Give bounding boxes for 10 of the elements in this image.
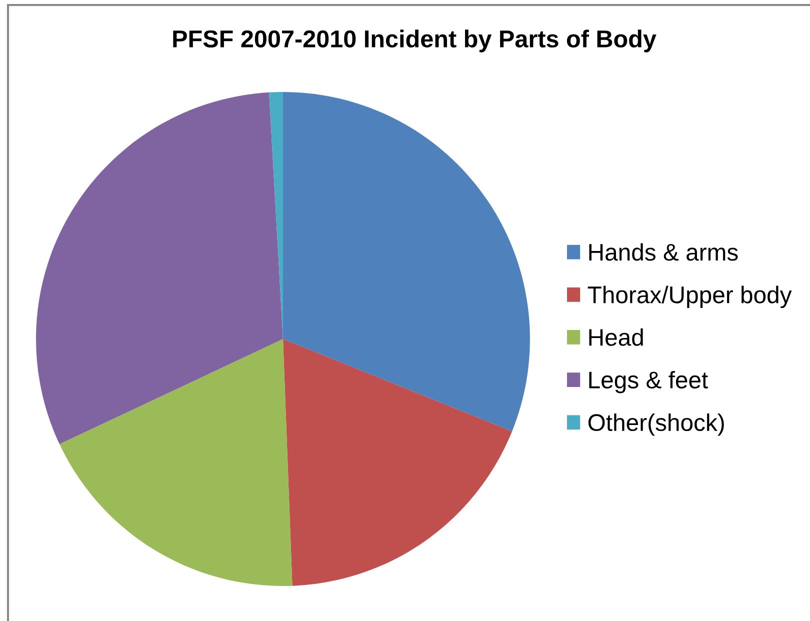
legend-label: Head: [589, 328, 643, 346]
pie-slice: [283, 92, 530, 432]
legend-label: Thorax/Upper body: [588, 286, 792, 308]
legend-label: Legs & feet: [589, 370, 708, 394]
chart-title: PFSF 2007-2010 Incident by Parts of Body: [173, 30, 656, 52]
pie-slice: [60, 339, 292, 586]
legend-label: Hands & arms: [589, 243, 738, 261]
pie-slice: [283, 339, 512, 586]
legend-label: Other(shock): [588, 414, 724, 436]
pie-slice: [36, 92, 283, 444]
